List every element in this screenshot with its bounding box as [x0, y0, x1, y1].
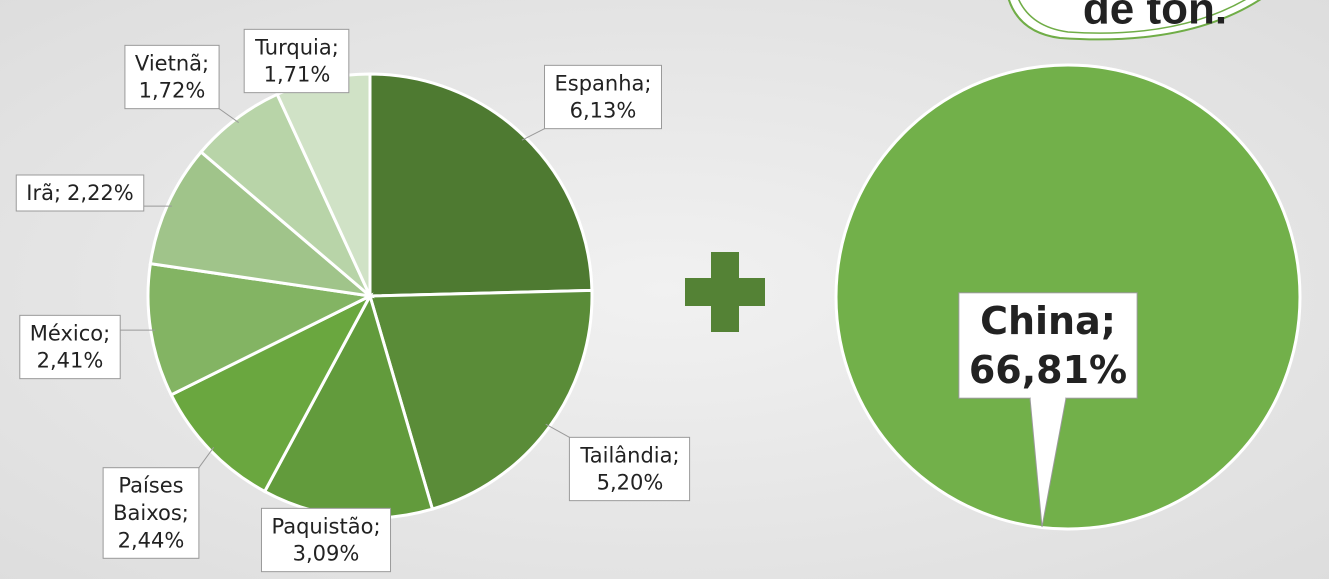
leader-line	[545, 423, 570, 438]
label-box	[958, 292, 1138, 399]
pie-slice	[148, 149, 375, 299]
label-box	[568, 436, 691, 502]
value-label: 1,72%	[139, 79, 206, 103]
category-label: México;	[30, 321, 110, 345]
value-label: 3,09%	[293, 542, 360, 566]
label-pointer	[1029, 398, 1067, 528]
data-label: México; 2,41%	[19, 314, 156, 380]
leader-line	[198, 447, 215, 468]
data-label: Tailândia; 5,20%	[545, 423, 691, 502]
annotation: de ton.	[1083, 0, 1227, 34]
category-word: Baixos;	[113, 501, 189, 525]
value-label: 66,81%	[969, 348, 1127, 392]
category-label: China;	[980, 299, 1116, 343]
data-label: Vietnã; 1,72%	[124, 44, 239, 123]
label-box	[260, 507, 392, 573]
value-label: 2,22%	[67, 181, 134, 205]
category-label: Paquistão;	[271, 514, 380, 538]
callout-bubble	[1008, 0, 1262, 41]
data-label: China; 66,81%	[958, 292, 1138, 528]
label-box	[19, 314, 121, 380]
data-label: Espanha; 6,13%	[521, 64, 662, 141]
leader-line	[218, 108, 239, 123]
category-label: Países Baixos;	[113, 474, 189, 525]
data-label: Turquia; 1,71%	[243, 28, 350, 94]
label-box	[124, 44, 220, 110]
label-box	[102, 467, 200, 559]
category-label: Espanha;	[555, 71, 652, 95]
value-label: 6,13%	[570, 99, 637, 123]
label-box	[15, 174, 145, 212]
leader-line	[521, 128, 545, 141]
data-label: Paquistão; 3,09%	[260, 507, 392, 573]
data-label: Irã; 2,22%	[15, 174, 172, 212]
category-label: Irã;	[26, 181, 61, 205]
label-box	[544, 64, 662, 130]
value-label: 2,41%	[37, 349, 104, 373]
label-text: Irã; 2,22%	[26, 181, 134, 205]
value-label: 5,20%	[597, 471, 664, 495]
callout-bubble-inner	[1018, 0, 1247, 34]
category-word: Países	[118, 474, 183, 498]
value-label: 2,44%	[118, 528, 185, 552]
pie-slice	[368, 72, 594, 298]
label-box	[243, 28, 350, 94]
pie-slice	[169, 292, 374, 494]
plus-sign	[685, 252, 765, 332]
category-label: Turquia;	[254, 35, 339, 59]
pie-slice	[146, 261, 375, 397]
value-label: 1,71%	[264, 63, 331, 87]
pie-slice	[368, 288, 594, 511]
category-label: Tailândia;	[579, 443, 679, 467]
data-label: Países Baixos; 2,44%	[102, 447, 215, 559]
label-pointer-cover	[1031, 396, 1065, 401]
category-label: Vietnã;	[135, 51, 209, 75]
